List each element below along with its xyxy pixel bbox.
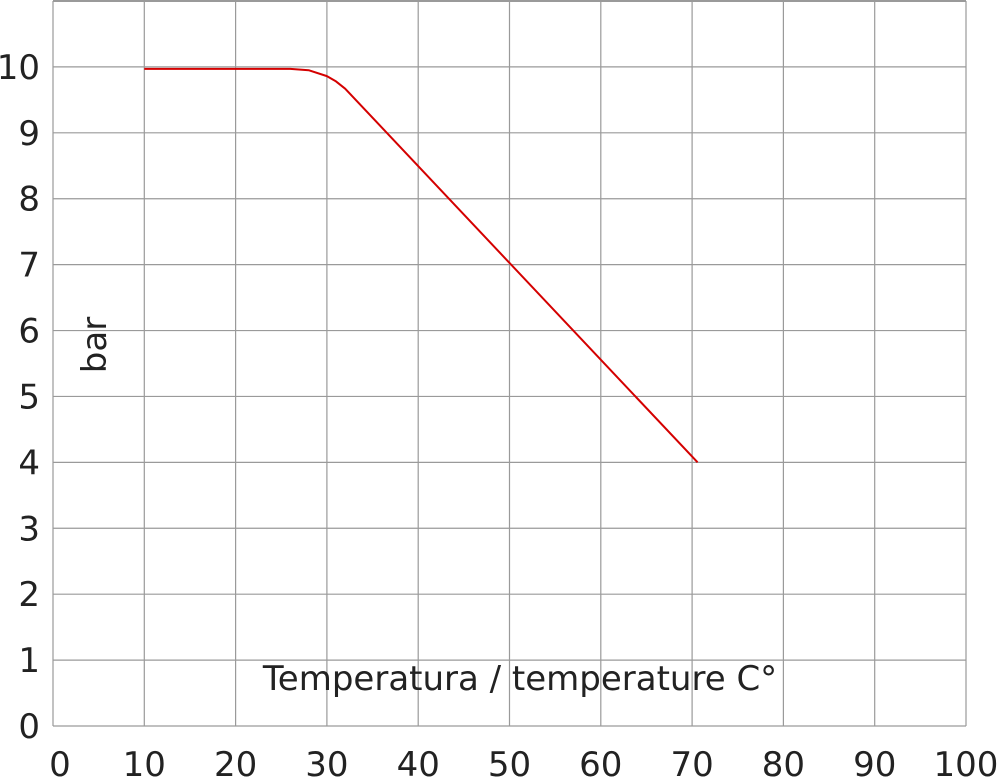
y-tick-label: 4 <box>18 443 40 483</box>
x-tick-label: 80 <box>762 745 805 779</box>
y-tick-label: 5 <box>18 377 40 417</box>
y-tick-label: 9 <box>18 114 40 154</box>
y-tick-label: 2 <box>18 575 40 615</box>
y-tick-label: 1 <box>18 641 40 681</box>
x-tick-label: 20 <box>214 745 257 779</box>
x-tick-label: 100 <box>934 745 999 779</box>
x-tick-labels: 0 10 20 30 40 50 60 70 80 90 100 <box>49 745 998 779</box>
x-tick-label: 30 <box>305 745 348 779</box>
x-tick-label: 0 <box>49 745 71 779</box>
series-line <box>144 67 699 464</box>
x-tick-label: 50 <box>488 745 531 779</box>
y-tick-label: 3 <box>18 509 40 549</box>
y-tick-label: 8 <box>18 180 40 220</box>
x-tick-label: 40 <box>397 745 440 779</box>
grid <box>52 0 967 727</box>
y-tick-label: 6 <box>18 312 40 352</box>
x-tick-label: 60 <box>579 745 622 779</box>
x-tick-label: 10 <box>123 745 166 779</box>
x-tick-label: 90 <box>853 745 896 779</box>
y-tick-label: 0 <box>18 707 40 747</box>
y-axis-label: bar <box>75 317 115 373</box>
x-axis-label: Temperatura / temperature C° <box>262 659 777 699</box>
series-group <box>144 67 699 464</box>
y-tick-labels: 0 1 2 3 4 5 6 7 8 9 10 <box>0 48 40 747</box>
x-tick-label: 70 <box>670 745 713 779</box>
y-tick-label: 7 <box>18 246 40 286</box>
y-tick-label: 10 <box>0 48 40 88</box>
